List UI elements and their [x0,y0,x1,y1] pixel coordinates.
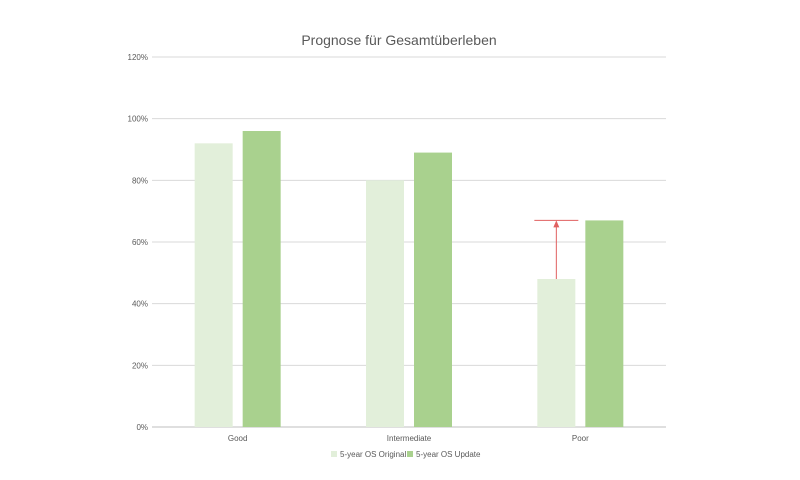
y-tick-label: 20% [132,361,148,370]
bar-poor-update [585,220,624,427]
annotation [534,219,579,279]
annotation-arrow-head [553,220,560,228]
y-tick-label: 0% [136,423,148,432]
bars [194,131,624,428]
legend-label: 5-year OS Original [340,450,406,459]
legend: 5-year OS Original 5-year OS Update [331,450,481,459]
y-axis-ticks: 0% 20% 40% 60% 80% 100% 120% [128,53,148,432]
x-category-label: Intermediate [387,434,432,443]
legend-swatch [407,451,413,457]
bar-intermediate-original [366,180,404,427]
legend-swatch [331,451,337,457]
bar-poor-original [537,279,576,427]
y-tick-label: 40% [132,300,148,309]
bar-good-update [242,131,281,427]
y-tick-label: 120% [128,53,148,62]
y-tick-label: 80% [132,176,148,185]
x-axis-categories: Good Intermediate Poor [228,434,589,443]
x-category-label: Poor [572,434,589,443]
y-tick-label: 60% [132,238,148,247]
gridlines [152,56,666,428]
y-tick-label: 100% [128,115,148,124]
legend-label: 5-year OS Update [416,450,481,459]
bar-good-original [194,143,233,428]
chart-title: Prognose für Gesamtüberleben [301,32,496,48]
bar-intermediate-update [414,152,452,428]
x-category-label: Good [228,434,248,443]
